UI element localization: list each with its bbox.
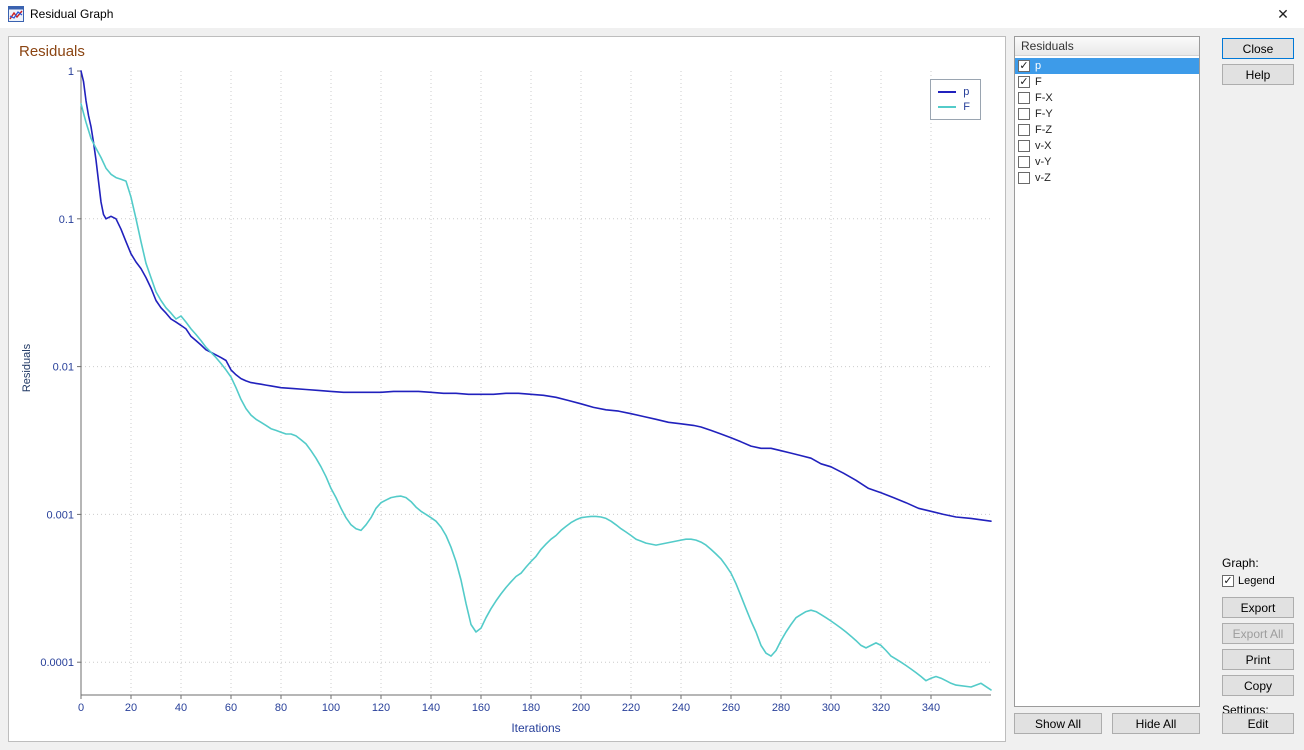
y-tick-label: 0.1 [59, 214, 74, 226]
x-tick-label: 80 [275, 702, 287, 714]
plot-panel: Residuals Residuals Iterations 0 20 40 60 80… [8, 36, 1006, 742]
graph-section-label: Graph: [1222, 556, 1259, 570]
y-tick-label: 0.01 [53, 362, 74, 374]
residual-checkbox-F-Z[interactable] [1018, 124, 1030, 136]
residual-checkbox-F-X[interactable] [1018, 92, 1030, 104]
residual-item-F[interactable]: ✓ F [1015, 74, 1199, 90]
series-line-F [80, 103, 992, 691]
export-button[interactable]: Export [1222, 597, 1294, 618]
window-title: Residual Graph [30, 7, 114, 21]
residual-item-label: v-Z [1035, 172, 1051, 184]
residual-item-v-X[interactable]: v-X [1015, 138, 1199, 154]
legend-entry-f: F [938, 99, 970, 114]
x-tick-label: 300 [822, 702, 840, 714]
x-tick-label: 100 [322, 702, 340, 714]
residual-checkbox-v-Y[interactable] [1018, 156, 1030, 168]
x-tick-label: 40 [175, 702, 187, 714]
residuals-panel-header: Residuals [1015, 37, 1199, 56]
residual-checkbox-p[interactable]: ✓ [1018, 60, 1030, 72]
app-icon [8, 6, 24, 22]
copy-button[interactable]: Copy [1222, 675, 1294, 696]
chart-legend: p F [930, 79, 981, 120]
x-tick-label: 120 [372, 702, 390, 714]
hide-all-button[interactable]: Hide All [1112, 713, 1200, 734]
legend-checkbox-row[interactable]: ✓ Legend [1222, 575, 1275, 587]
residual-item-label: F-Y [1035, 108, 1053, 120]
legend-label-f: F [963, 100, 970, 113]
x-tick-label: 320 [872, 702, 890, 714]
y-axis-label: Residuals [21, 343, 33, 393]
residual-checkbox-F[interactable]: ✓ [1018, 76, 1030, 88]
residuals-list-panel: Residuals ✓ p ✓ F F-X F-Y F-Z v-X v-Y v-Z [1014, 36, 1200, 707]
residual-chart: 0 20 40 60 80 100 120 140 160 180 200 220 240 260 280 3… [40, 66, 992, 714]
residual-item-label: v-Y [1035, 156, 1052, 168]
series-line-p [80, 70, 992, 523]
residual-item-label: F-X [1035, 92, 1053, 104]
x-axis-label: Iterations [511, 721, 561, 735]
legend-line-p [938, 90, 957, 93]
residual-item-v-Y[interactable]: v-Y [1015, 154, 1199, 170]
residual-checkbox-v-Z[interactable] [1018, 172, 1030, 184]
residual-checkbox-F-Y[interactable] [1018, 108, 1030, 120]
x-tick-label: 280 [772, 702, 790, 714]
x-tick-label: 340 [922, 702, 940, 714]
x-tick-label: 260 [722, 702, 740, 714]
residual-item-label: p [1035, 60, 1042, 72]
residual-item-F-Z[interactable]: F-Z [1015, 122, 1199, 138]
x-tick-label: 220 [622, 702, 640, 714]
x-tick-label: 140 [422, 702, 440, 714]
residual-checkbox-v-X[interactable] [1018, 140, 1030, 152]
x-tick-label: 60 [225, 702, 237, 714]
residual-item-p[interactable]: ✓ p [1015, 58, 1199, 74]
residual-item-label: F-Z [1035, 124, 1053, 136]
residual-item-F-X[interactable]: F-X [1015, 90, 1199, 106]
x-tick-label: 0 [78, 702, 84, 714]
residual-item-v-Z[interactable]: v-Z [1015, 170, 1199, 186]
window-close-button[interactable]: ✕ [1277, 5, 1289, 22]
x-tick-label: 200 [572, 702, 590, 714]
close-button[interactable]: Close [1222, 38, 1294, 59]
plot-title: Residuals [19, 43, 85, 60]
legend-entry-p: p [938, 84, 970, 99]
print-button[interactable]: Print [1222, 649, 1294, 670]
y-tick-label: 0.001 [46, 509, 74, 521]
x-tick-label: 240 [672, 702, 690, 714]
titlebar: Residual Graph ✕ [0, 0, 1304, 28]
x-tick-label: 180 [522, 702, 540, 714]
show-all-button[interactable]: Show All [1014, 713, 1102, 734]
residual-item-F-Y[interactable]: F-Y [1015, 106, 1199, 122]
residuals-list: ✓ p ✓ F F-X F-Y F-Z v-X v-Y v-Z [1015, 56, 1199, 706]
export-all-button: Export All [1222, 623, 1294, 644]
legend-checkbox-label: Legend [1238, 575, 1275, 587]
legend-checkbox[interactable]: ✓ [1222, 575, 1234, 587]
y-tick-label: 0.0001 [40, 657, 74, 669]
y-tick-label: 1 [68, 66, 74, 78]
edit-button[interactable]: Edit [1222, 713, 1294, 734]
help-button[interactable]: Help [1222, 64, 1294, 85]
legend-label-p: p [963, 85, 970, 98]
residual-item-label: F [1035, 76, 1042, 88]
residual-item-label: v-X [1035, 140, 1052, 152]
legend-line-f [938, 105, 957, 108]
x-tick-label: 160 [472, 702, 490, 714]
x-tick-label: 20 [125, 702, 137, 714]
